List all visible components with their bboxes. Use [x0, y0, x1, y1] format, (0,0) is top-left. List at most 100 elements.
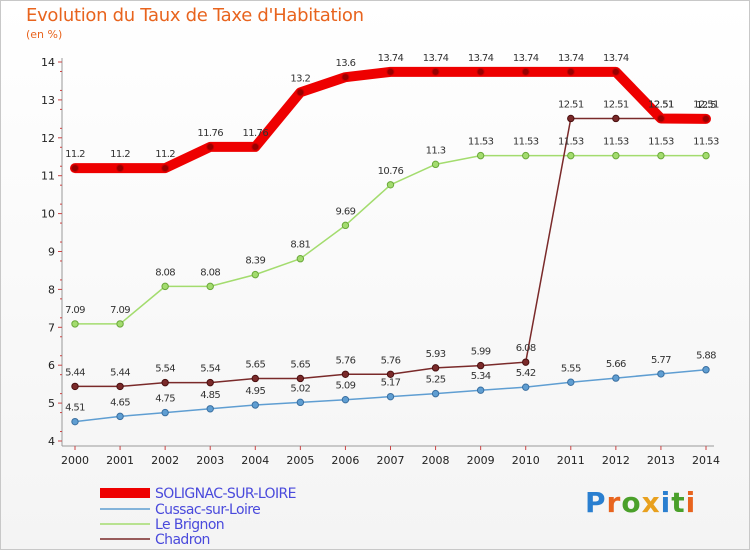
y-tick-label: 13: [41, 94, 55, 107]
data-point: [386, 370, 395, 378]
x-tick-label: 2012: [602, 454, 630, 467]
data-point: [386, 181, 395, 189]
data-point: [431, 67, 440, 76]
data-label: 13.6: [335, 58, 355, 69]
data-point: [431, 160, 440, 169]
data-label: 5.88: [696, 351, 716, 362]
x-tick-label: 2003: [196, 454, 224, 467]
x-tick-label: 2001: [106, 454, 134, 467]
data-point: [296, 398, 305, 407]
data-point: [612, 114, 620, 123]
data-label: 5.77: [651, 355, 671, 366]
data-point: [386, 67, 395, 76]
data-label: 11.53: [513, 137, 539, 148]
data-point: [296, 374, 305, 383]
data-label: 12.51: [648, 99, 674, 110]
x-tick-label: 2004: [241, 454, 269, 467]
data-point: [161, 408, 169, 417]
logo-letter: i: [685, 486, 697, 519]
data-point: [431, 389, 440, 398]
chart-unit: (en %): [26, 28, 63, 41]
chart-title: Evolution du Taux de Taxe d'Habitation: [26, 5, 364, 26]
data-point: [116, 320, 124, 328]
y-tick-label: 12: [41, 132, 55, 145]
data-point: [611, 67, 620, 76]
x-tick-label: 2013: [647, 454, 675, 467]
data-label: 13.74: [603, 53, 629, 64]
legend-label: Cussac-sur-Loire: [155, 502, 260, 518]
data-label: 11.2: [110, 149, 130, 160]
data-point: [612, 151, 620, 160]
y-tick-label: 9: [48, 246, 55, 259]
y-tick-label: 6: [48, 359, 55, 372]
data-label: 11.53: [648, 137, 674, 148]
data-point: [656, 114, 665, 123]
data-label: 11.76: [242, 128, 268, 139]
data-label: 11.2: [65, 149, 85, 160]
data-label: 4.51: [65, 403, 85, 414]
data-label: 12.51: [558, 99, 584, 110]
data-label: 5.25: [426, 375, 446, 386]
data-point: [116, 412, 124, 421]
data-label: 5.76: [335, 355, 355, 366]
data-point: [476, 151, 485, 160]
data-label: 5.65: [245, 359, 265, 370]
data-point: [161, 164, 170, 173]
data-label: 12.51: [603, 99, 629, 110]
data-point: [522, 151, 530, 160]
data-label: 13.74: [378, 53, 404, 64]
data-label: 5.42: [516, 368, 536, 379]
data-point: [71, 320, 79, 328]
x-tick-label: 2011: [557, 454, 585, 467]
logo-letter: t: [671, 486, 686, 519]
data-point: [341, 221, 350, 230]
data-label: 11.53: [468, 137, 494, 148]
data-point: [161, 378, 169, 387]
data-point: [296, 255, 305, 263]
data-label: 13.74: [468, 53, 494, 64]
data-label: 11.76: [197, 128, 223, 139]
y-tick-label: 4: [48, 435, 55, 448]
y-tick-label: 7: [48, 321, 55, 334]
data-label: 5.93: [426, 349, 446, 360]
x-tick-label: 2006: [331, 454, 359, 467]
data-point: [251, 270, 259, 279]
data-point: [116, 382, 124, 391]
x-tick-label: 2007: [377, 454, 405, 467]
data-label: 11.53: [558, 137, 584, 148]
data-label: 8.08: [155, 267, 175, 278]
data-label: 4.95: [245, 386, 265, 397]
data-label: 13.74: [558, 53, 584, 64]
logo-letter: x: [641, 486, 661, 519]
y-tick-label: 11: [41, 170, 55, 183]
data-point: [612, 374, 620, 382]
data-point: [522, 358, 530, 366]
x-tick-label: 2010: [512, 454, 540, 467]
data-label: 4.85: [200, 390, 220, 401]
data-label: 11.2: [155, 149, 175, 160]
data-label: 5.09: [335, 381, 355, 392]
data-label: 11.53: [693, 137, 719, 148]
data-label: 8.39: [245, 256, 265, 267]
data-point: [296, 88, 305, 97]
data-point: [702, 151, 710, 160]
data-label: 5.99: [471, 347, 491, 358]
data-point: [476, 386, 485, 394]
data-point: [521, 67, 530, 76]
data-label: 5.66: [606, 359, 626, 370]
x-tick-label: 2000: [61, 454, 89, 467]
y-tick-label: 14: [41, 56, 55, 69]
data-label: 13.2: [290, 73, 310, 84]
data-point: [116, 164, 125, 173]
data-label: 9.69: [335, 206, 355, 217]
data-label: 5.55: [561, 363, 581, 374]
data-point: [206, 405, 214, 413]
data-point: [386, 392, 395, 401]
data-label: 13.74: [513, 53, 539, 64]
data-point: [251, 142, 260, 151]
data-point: [566, 67, 575, 76]
data-point: [206, 282, 214, 291]
data-point: [702, 366, 710, 374]
